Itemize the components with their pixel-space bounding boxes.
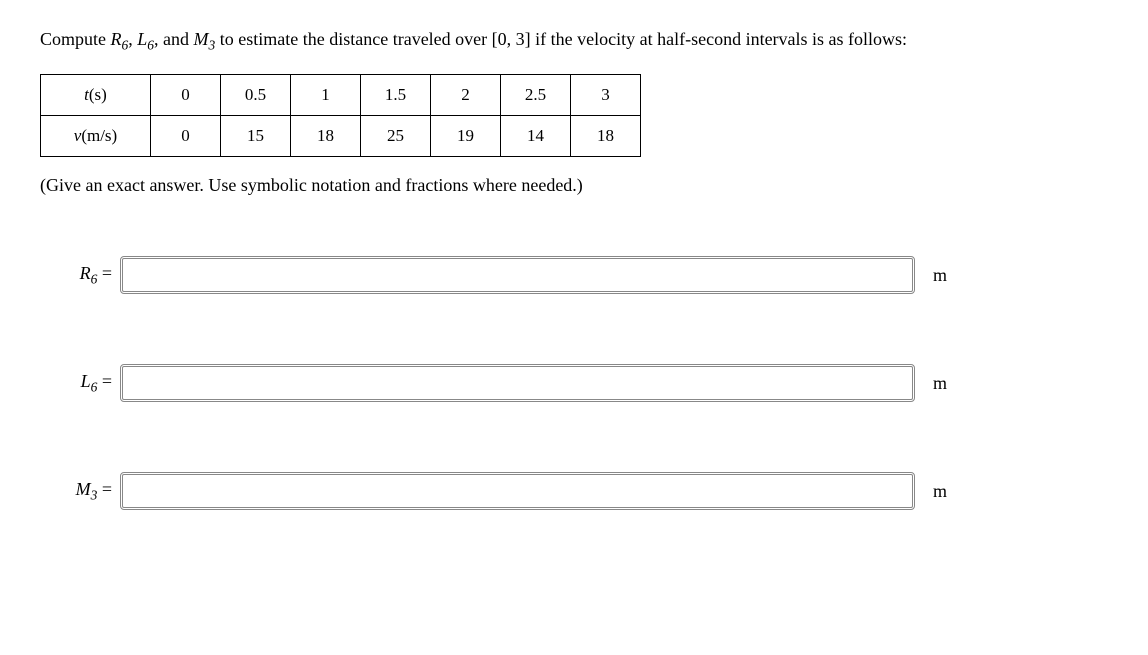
time-cell: 3	[571, 75, 641, 116]
velocity-cell: 19	[431, 116, 501, 157]
question-text: Compute R6, L6, and M3 to estimate the d…	[40, 28, 1108, 54]
answer-input-m3[interactable]	[120, 472, 915, 510]
question-prefix: Compute	[40, 29, 111, 49]
var-r6: R	[111, 29, 122, 49]
answer-row-r6: R6 = m	[40, 256, 1108, 294]
unit-label-r6: m	[933, 265, 947, 286]
velocity-cell: 18	[291, 116, 361, 157]
velocity-cell: 25	[361, 116, 431, 157]
question-sep2: , and	[154, 29, 194, 49]
unit-label-l6: m	[933, 373, 947, 394]
answer-input-l6[interactable]	[120, 364, 915, 402]
time-cell: 1	[291, 75, 361, 116]
velocity-cell: 14	[501, 116, 571, 157]
answer-label-l6: L6 =	[40, 371, 120, 396]
instruction-text: (Give an exact answer. Use symbolic nota…	[40, 175, 1108, 196]
var-m3: M	[194, 29, 209, 49]
question-sep1: ,	[128, 29, 137, 49]
answer-input-r6[interactable]	[120, 256, 915, 294]
time-cell: 0	[151, 75, 221, 116]
answer-label-m3: M3 =	[40, 479, 120, 504]
answer-row-m3: M3 = m	[40, 472, 1108, 510]
answer-row-l6: L6 = m	[40, 364, 1108, 402]
var-l6: L	[137, 29, 147, 49]
time-cell: 2	[431, 75, 501, 116]
time-header: t(s)	[41, 75, 151, 116]
time-cell: 0.5	[221, 75, 291, 116]
table-row-velocity: v(m/s) 0 15 18 25 19 14 18	[41, 116, 641, 157]
table-row-time: t(s) 0 0.5 1 1.5 2 2.5 3	[41, 75, 641, 116]
answer-label-r6: R6 =	[40, 263, 120, 288]
velocity-cell: 18	[571, 116, 641, 157]
velocity-table: t(s) 0 0.5 1 1.5 2 2.5 3 v(m/s) 0 15 18 …	[40, 74, 641, 157]
unit-label-m3: m	[933, 481, 947, 502]
velocity-header: v(m/s)	[41, 116, 151, 157]
velocity-cell: 15	[221, 116, 291, 157]
time-cell: 1.5	[361, 75, 431, 116]
velocity-cell: 0	[151, 116, 221, 157]
time-cell: 2.5	[501, 75, 571, 116]
var-l6-sub: 6	[147, 38, 154, 53]
question-suffix: to estimate the distance traveled over […	[215, 29, 907, 49]
